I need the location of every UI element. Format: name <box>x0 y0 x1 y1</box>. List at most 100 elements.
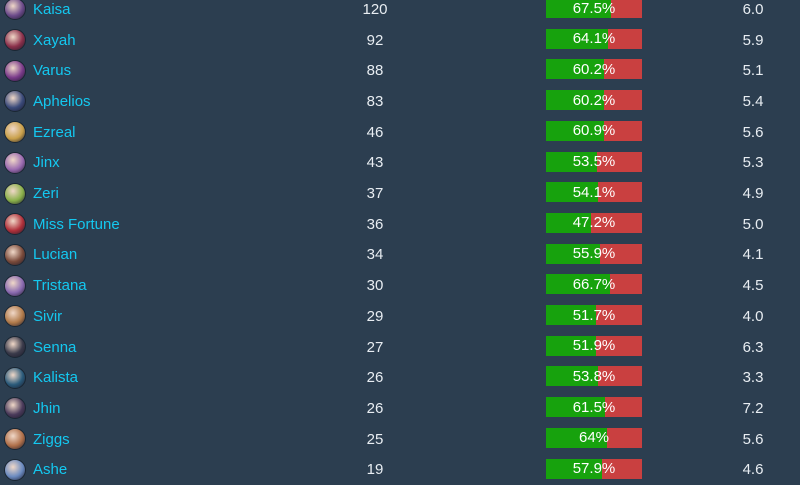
champion-link[interactable]: Kaisa <box>4 0 71 25</box>
winrate-bar: 51.9% <box>546 336 642 356</box>
winrate-bar: 55.9% <box>546 244 642 264</box>
winrate-bar: 57.9% <box>546 459 642 479</box>
champion-avatar-icon <box>4 428 26 450</box>
champion-name: Zeri <box>33 185 59 202</box>
average-value: 5.0 <box>713 209 793 240</box>
champion-link[interactable]: Jhin <box>4 393 61 424</box>
champion-link[interactable]: Zeri <box>4 178 59 209</box>
games-count: 37 <box>335 178 415 209</box>
games-count: 26 <box>335 362 415 393</box>
games-count: 88 <box>335 55 415 86</box>
champion-link[interactable]: Ziggs <box>4 424 70 455</box>
champion-link[interactable]: Xayah <box>4 25 76 56</box>
champion-link[interactable]: Aphelios <box>4 86 91 117</box>
champion-link[interactable]: Tristana <box>4 270 87 301</box>
champion-avatar-icon <box>4 244 26 266</box>
winrate-label: 60.2% <box>546 90 642 110</box>
champion-link[interactable]: Kalista <box>4 362 78 393</box>
champion-avatar-icon <box>4 367 26 389</box>
winrate-label: 67.5% <box>546 0 642 18</box>
champion-link[interactable]: Varus <box>4 55 71 86</box>
champion-avatar-icon <box>4 29 26 51</box>
winrate-label: 66.7% <box>546 274 642 294</box>
average-value: 5.9 <box>713 25 793 56</box>
table-row: Jinx 43 53.5% 5.3 <box>0 148 800 179</box>
average-value: 6.3 <box>713 332 793 363</box>
winrate-label: 47.2% <box>546 213 642 233</box>
winrate-label: 53.8% <box>546 366 642 386</box>
average-value: 4.6 <box>713 455 793 485</box>
champion-name: Kaisa <box>33 1 71 18</box>
games-count: 43 <box>335 148 415 179</box>
table-row: Ezreal 46 60.9% 5.6 <box>0 117 800 148</box>
games-count: 46 <box>335 117 415 148</box>
average-value: 3.3 <box>713 362 793 393</box>
average-value: 7.2 <box>713 393 793 424</box>
champion-link[interactable]: Senna <box>4 332 76 363</box>
champion-avatar-icon <box>4 90 26 112</box>
champion-avatar-icon <box>4 213 26 235</box>
winrate-bar: 66.7% <box>546 274 642 294</box>
champion-link[interactable]: Sivir <box>4 301 62 332</box>
winrate-bar: 60.9% <box>546 121 642 141</box>
average-value: 4.9 <box>713 178 793 209</box>
winrate-bar: 64% <box>546 428 642 448</box>
winrate-label: 55.9% <box>546 244 642 264</box>
winrate-label: 61.5% <box>546 397 642 417</box>
table-row: Tristana 30 66.7% 4.5 <box>0 270 800 301</box>
games-count: 34 <box>335 240 415 271</box>
champion-name: Lucian <box>33 246 77 263</box>
champion-name: Aphelios <box>33 93 91 110</box>
champion-link[interactable]: Ashe <box>4 455 67 485</box>
table-row: Xayah 92 64.1% 5.9 <box>0 25 800 56</box>
champion-name: Jinx <box>33 154 60 171</box>
champion-link[interactable]: Miss Fortune <box>4 209 120 240</box>
games-count: 92 <box>335 25 415 56</box>
table-row: Kalista 26 53.8% 3.3 <box>0 362 800 393</box>
champion-link[interactable]: Lucian <box>4 240 77 271</box>
winrate-bar: 51.7% <box>546 305 642 325</box>
champion-name: Sivir <box>33 308 62 325</box>
champion-link[interactable]: Jinx <box>4 148 60 179</box>
champion-avatar-icon <box>4 459 26 481</box>
table-row: Miss Fortune 36 47.2% 5.0 <box>0 209 800 240</box>
games-count: 120 <box>335 0 415 25</box>
champion-name: Miss Fortune <box>33 216 120 233</box>
winrate-label: 51.7% <box>546 305 642 325</box>
winrate-label: 60.9% <box>546 121 642 141</box>
average-value: 5.4 <box>713 86 793 117</box>
winrate-bar: 67.5% <box>546 0 642 18</box>
games-count: 30 <box>335 270 415 301</box>
champion-link[interactable]: Ezreal <box>4 117 76 148</box>
champion-avatar-icon <box>4 60 26 82</box>
champion-avatar-icon <box>4 152 26 174</box>
winrate-label: 53.5% <box>546 152 642 172</box>
winrate-bar: 60.2% <box>546 90 642 110</box>
champion-name: Xayah <box>33 32 76 49</box>
average-value: 4.1 <box>713 240 793 271</box>
champion-avatar-icon <box>4 183 26 205</box>
average-value: 4.0 <box>713 301 793 332</box>
winrate-label: 64% <box>546 428 642 448</box>
winrate-label: 60.2% <box>546 59 642 79</box>
average-value: 6.0 <box>713 0 793 25</box>
champion-name: Senna <box>33 339 76 356</box>
table-row: Ashe 19 57.9% 4.6 <box>0 455 800 485</box>
champion-name: Ezreal <box>33 124 76 141</box>
table-row: Senna 27 51.9% 6.3 <box>0 332 800 363</box>
champion-avatar-icon <box>4 275 26 297</box>
winrate-label: 64.1% <box>546 29 642 49</box>
champion-avatar-icon <box>4 336 26 358</box>
games-count: 29 <box>335 301 415 332</box>
winrate-bar: 54.1% <box>546 182 642 202</box>
average-value: 5.3 <box>713 148 793 179</box>
table-row: Kaisa 120 67.5% 6.0 <box>0 0 800 25</box>
champion-name: Varus <box>33 62 71 79</box>
games-count: 26 <box>335 393 415 424</box>
champion-name: Tristana <box>33 277 87 294</box>
winrate-bar: 60.2% <box>546 59 642 79</box>
games-count: 27 <box>335 332 415 363</box>
average-value: 5.1 <box>713 55 793 86</box>
games-count: 25 <box>335 424 415 455</box>
table-row: Ziggs 25 64% 5.6 <box>0 424 800 455</box>
